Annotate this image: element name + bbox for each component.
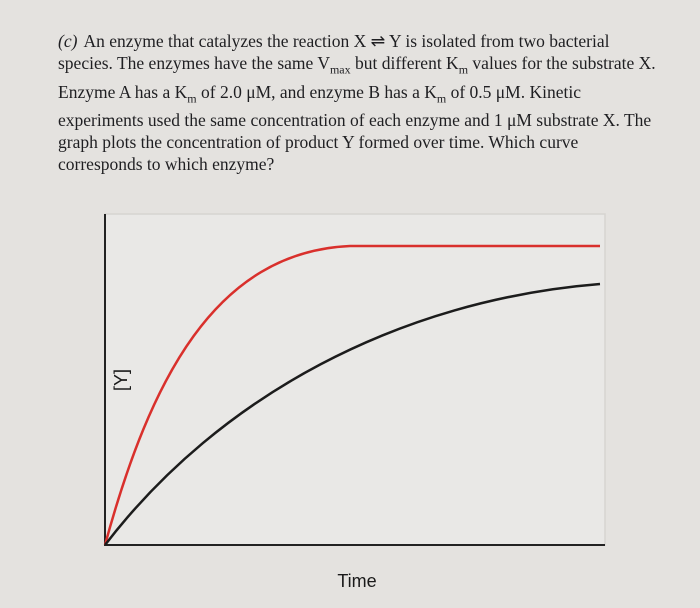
question-segment: of 0.5 μM. Kinetic experiments used the … — [58, 81, 652, 175]
x-axis-label: Time — [337, 571, 376, 591]
question-segment: of 2.0 μM, and enzyme B has a K — [196, 81, 437, 102]
black-curve — [104, 282, 601, 546]
graph-frame — [104, 213, 606, 546]
subscript: m — [458, 62, 469, 77]
red-curve — [103, 244, 600, 546]
question-text: (c) An enzyme that catalyzes the reaction… — [58, 30, 664, 175]
question-body: An enzyme that catalyzes the reaction X … — [58, 31, 656, 174]
y-axis-label: [Y] — [111, 369, 131, 391]
question-segment: but different K — [350, 53, 459, 73]
subscript: m — [187, 91, 197, 105]
subscript: max — [329, 62, 351, 77]
subscript: m — [436, 91, 447, 105]
question-segment: An enzyme that catalyzes the reaction X … — [58, 31, 610, 73]
question-label: (c) — [58, 31, 78, 51]
question-segment: values for the substrate X. Enzyme A has… — [58, 53, 656, 102]
